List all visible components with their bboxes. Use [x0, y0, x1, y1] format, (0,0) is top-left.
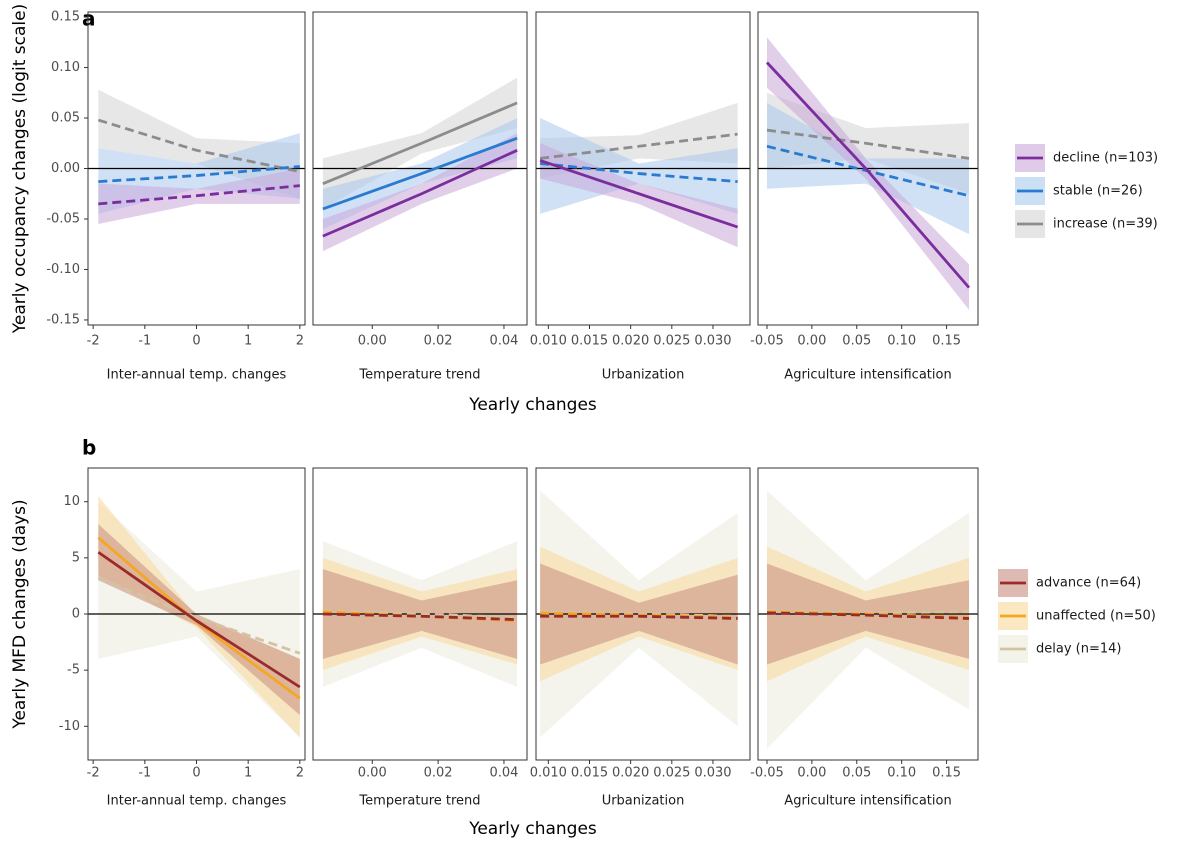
x-tick-label: 0.00 [797, 766, 826, 781]
y-tick-label: 0.00 [51, 161, 80, 176]
x-tick-label: 0 [192, 334, 200, 349]
x-tick-label: -1 [138, 766, 151, 781]
x-tick-label: -0.05 [750, 334, 784, 349]
x-tick-label: 0.00 [358, 334, 387, 349]
x-tick-label: 0.020 [612, 334, 649, 349]
x-tick-label: 0.00 [797, 334, 826, 349]
x-tick-label: 0.030 [694, 766, 731, 781]
trend-line [97, 551, 301, 689]
x-tick-label: 1 [244, 334, 252, 349]
facet-title: Urbanization [602, 368, 685, 383]
x-tick-label: -2 [87, 766, 100, 781]
trend-line [322, 136, 518, 211]
y-tick-label: 0.10 [51, 60, 80, 75]
facet-title: Inter-annual temp. changes [107, 368, 287, 383]
y-tick-label: 0.05 [51, 111, 80, 126]
legend-label: unaffected (n=50) [1036, 609, 1156, 624]
confidence-band [98, 496, 300, 738]
facet-title: Temperature trend [358, 794, 480, 809]
trend-line [540, 614, 738, 620]
y-tick-label: 0.15 [51, 10, 80, 25]
x-tick-label: 0.10 [887, 766, 916, 781]
trend-line [766, 128, 970, 160]
facet-frame [757, 11, 979, 326]
x-tick-label: -0.05 [750, 766, 784, 781]
x-tick-label: 0.020 [612, 766, 649, 781]
trend-line [322, 612, 518, 622]
y-tick-label: -0.10 [46, 262, 80, 277]
facet-title: Temperature trend [358, 368, 480, 383]
x-tick-label: -2 [87, 334, 100, 349]
y-axis-title: Yearly occupancy changes (logit scale) [10, 4, 30, 334]
x-tick-label: 0.010 [530, 766, 567, 781]
x-tick-label: 0.10 [887, 334, 916, 349]
x-tick-label: 0.15 [932, 766, 961, 781]
trend-line [97, 118, 301, 173]
confidence-band [766, 37, 970, 310]
trend-line [322, 101, 518, 185]
y-tick-label: -10 [59, 719, 80, 734]
x-tick-label: 2 [296, 766, 304, 781]
x-tick-label: 0.015 [571, 766, 608, 781]
facet-frame [535, 467, 751, 761]
x-tick-label: 0.025 [653, 334, 690, 349]
x-axis-title: Yearly changes [468, 819, 597, 839]
facet-frame [757, 467, 979, 761]
panel-label: a [82, 7, 96, 31]
x-tick-label: 0.04 [489, 766, 518, 781]
x-tick-label: 0.010 [530, 334, 567, 349]
y-tick-label: -0.05 [46, 211, 80, 226]
trend-line [98, 184, 300, 206]
legend-label: stable (n=26) [1053, 184, 1143, 199]
trend-line [322, 609, 518, 619]
facet-frame [87, 11, 306, 326]
trend-line [97, 576, 301, 655]
facet-frame [535, 11, 751, 326]
confidence-band [322, 133, 518, 252]
trend-line [766, 611, 970, 620]
confidence-band [98, 524, 300, 716]
x-tick-label: 0.05 [842, 334, 871, 349]
x-tick-label: -1 [138, 334, 151, 349]
facet-frame [312, 467, 528, 761]
y-tick-label: 0 [72, 607, 80, 622]
y-tick-label: -5 [67, 663, 80, 678]
x-tick-label: 1 [244, 766, 252, 781]
facet-title: Urbanization [602, 794, 685, 809]
trend-line [539, 162, 738, 184]
trend-line [98, 165, 300, 184]
x-tick-label: 0.030 [694, 334, 731, 349]
x-tick-label: 0 [192, 766, 200, 781]
trend-line [539, 159, 739, 229]
trend-line [539, 132, 738, 160]
legend-label: delay (n=14) [1036, 642, 1121, 657]
y-tick-label: 10 [63, 494, 80, 509]
panel-label: b [82, 436, 96, 460]
x-tick-label: 0.04 [489, 334, 518, 349]
x-tick-label: 0.00 [358, 766, 387, 781]
y-tick-label: 5 [72, 550, 80, 565]
x-tick-label: 0.02 [424, 334, 453, 349]
legend-label: increase (n=39) [1053, 217, 1158, 232]
x-tick-label: 0.05 [842, 766, 871, 781]
x-tick-label: 2 [296, 334, 304, 349]
legend-label: advance (n=64) [1036, 576, 1141, 591]
legend-label: decline (n=103) [1053, 151, 1158, 166]
trend-line [322, 149, 518, 238]
x-axis-title: Yearly changes [468, 395, 597, 415]
x-tick-label: 0.015 [571, 334, 608, 349]
x-tick-label: 0.15 [932, 334, 961, 349]
facet-title: Agriculture intensification [784, 794, 951, 809]
x-tick-label: 0.025 [653, 766, 690, 781]
x-tick-label: 0.02 [424, 766, 453, 781]
facet-title: Agriculture intensification [784, 368, 951, 383]
facet-frame [312, 11, 528, 326]
facet-title: Inter-annual temp. changes [107, 794, 287, 809]
y-axis-title: Yearly MFD changes (days) [10, 499, 30, 729]
y-tick-label: -0.15 [46, 312, 80, 327]
trend-line [765, 61, 971, 289]
facet-frame [87, 467, 306, 761]
